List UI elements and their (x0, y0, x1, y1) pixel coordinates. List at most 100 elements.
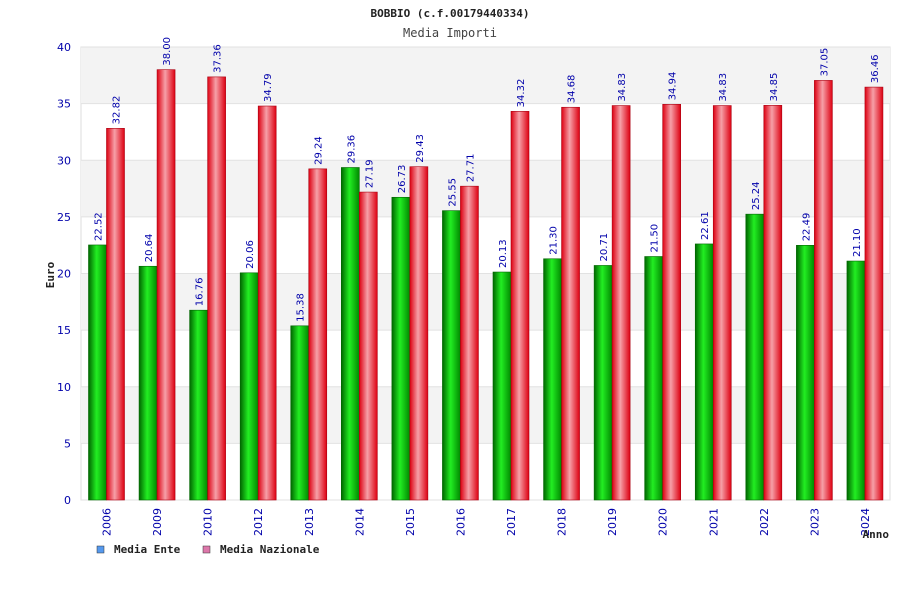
y-tick-label: 35 (57, 98, 71, 111)
data-label: 34.94 (668, 72, 679, 101)
bars (88, 69, 884, 501)
x-tick-label: 2016 (454, 508, 467, 536)
x-tick-label: 2006 (101, 508, 114, 536)
bar-media-ente (88, 244, 107, 501)
y-tick-label: 5 (64, 437, 71, 450)
legend: Media Ente Media Nazionale (96, 543, 320, 556)
bar-media-nazionale (257, 105, 277, 501)
y-tick-label: 20 (57, 268, 71, 281)
x-tick-label: 2022 (758, 508, 771, 536)
data-label: 20.13 (498, 239, 509, 268)
data-label: 21.30 (549, 226, 560, 255)
y-tick-label: 25 (57, 211, 71, 224)
bar-media-nazionale (662, 104, 681, 501)
x-axis-ticks: 2006 2009 2010 2012 2013 2014 2015 2016 2017 2018… (101, 508, 872, 536)
data-label: 25.55 (447, 178, 458, 207)
data-label: 32.82 (112, 96, 123, 125)
data-label: 29.36 (346, 135, 357, 164)
legend-label-media-ente: Media Ente (114, 543, 181, 556)
y-tick-label: 10 (57, 381, 71, 394)
data-label: 37.05 (819, 48, 830, 77)
bar-media-nazionale (510, 111, 530, 501)
x-tick-label: 2014 (353, 508, 366, 536)
bar-media-ente (492, 271, 512, 501)
bar-media-ente (138, 265, 158, 501)
x-tick-label: 2010 (202, 508, 215, 536)
data-label: 29.24 (314, 136, 325, 165)
bar-media-ente (442, 210, 461, 501)
data-label: 34.83 (718, 73, 729, 102)
bar-media-ente (341, 167, 360, 501)
bar-media-ente (745, 213, 765, 501)
x-tick-label: 2012 (252, 508, 265, 536)
data-label: 22.52 (94, 212, 105, 241)
bar-media-nazionale (409, 166, 429, 501)
x-tick-label: 2009 (151, 508, 164, 536)
data-labels: 22.52 32.82 20.64 38.00 16.76 37.36 20.06 34.79… (94, 37, 881, 322)
y-tick-label: 0 (64, 494, 71, 507)
data-label: 20.71 (599, 233, 610, 262)
data-label: 29.43 (415, 134, 426, 163)
bar-media-ente (796, 245, 815, 501)
x-tick-label: 2021 (707, 508, 720, 536)
bar-media-nazionale (359, 191, 378, 501)
x-tick-label: 2017 (505, 508, 518, 536)
y-tick-label: 40 (57, 41, 71, 54)
data-label: 16.76 (195, 278, 206, 307)
bar-media-nazionale (106, 128, 125, 501)
bar-media-nazionale (814, 80, 833, 501)
x-tick-label: 2018 (556, 508, 569, 536)
x-tick-label: 2024 (859, 508, 872, 536)
data-label: 20.64 (144, 234, 155, 263)
legend-swatch-media-ente (96, 545, 105, 554)
data-label: 20.06 (245, 240, 256, 269)
data-label: 27.71 (465, 154, 476, 183)
data-label: 22.61 (700, 211, 711, 240)
y-axis-label: Euro (44, 261, 57, 288)
data-label: 25.24 (751, 182, 762, 211)
bar-media-nazionale (207, 76, 226, 501)
bar-media-ente (644, 256, 663, 501)
bar-media-ente (846, 260, 866, 501)
data-label: 22.49 (801, 213, 812, 242)
y-tick-label: 15 (57, 324, 71, 337)
legend-label-media-nazionale: Media Nazionale (220, 543, 320, 556)
data-label: 36.46 (870, 54, 881, 83)
data-label: 38.00 (162, 37, 173, 66)
x-tick-label: 2020 (657, 508, 670, 536)
bar-media-nazionale (460, 185, 479, 501)
bar-media-ente (543, 258, 562, 501)
y-tick-label: 30 (57, 154, 71, 167)
bar-media-nazionale (156, 69, 176, 501)
data-label: 37.36 (213, 44, 224, 73)
bar-media-ente (593, 265, 613, 501)
bar-media-nazionale (763, 105, 783, 501)
bar-media-nazionale (308, 168, 328, 501)
bar-media-ente (290, 325, 310, 501)
x-axis-label: Anno (863, 528, 890, 541)
x-tick-label: 2019 (606, 508, 619, 536)
data-label: 34.32 (516, 79, 527, 108)
y-axis-ticks: 0 5 10 15 20 25 30 35 40 (57, 41, 71, 507)
bar-media-ente (239, 272, 259, 501)
x-tick-label: 2013 (303, 508, 316, 536)
bar-media-ente (694, 243, 714, 501)
bar-media-nazionale (864, 86, 884, 501)
bar-media-nazionale (561, 106, 580, 501)
data-label: 21.10 (852, 228, 863, 257)
legend-swatch-media-nazionale (202, 545, 211, 554)
bar-media-nazionale (712, 105, 732, 501)
bar-media-ente (189, 309, 208, 501)
data-label: 34.83 (617, 73, 628, 102)
chart-title: BOBBIO (c.f.00179440334) (371, 7, 530, 20)
data-label: 27.19 (364, 159, 375, 188)
data-label: 34.85 (769, 73, 780, 102)
data-label: 34.79 (263, 73, 274, 102)
bar-media-nazionale (611, 105, 631, 501)
x-tick-label: 2015 (404, 508, 417, 536)
bar-media-ente (391, 196, 411, 501)
chart-subtitle: Media Importi (403, 26, 497, 40)
x-tick-label: 2023 (808, 508, 821, 536)
data-label: 21.50 (650, 224, 661, 253)
